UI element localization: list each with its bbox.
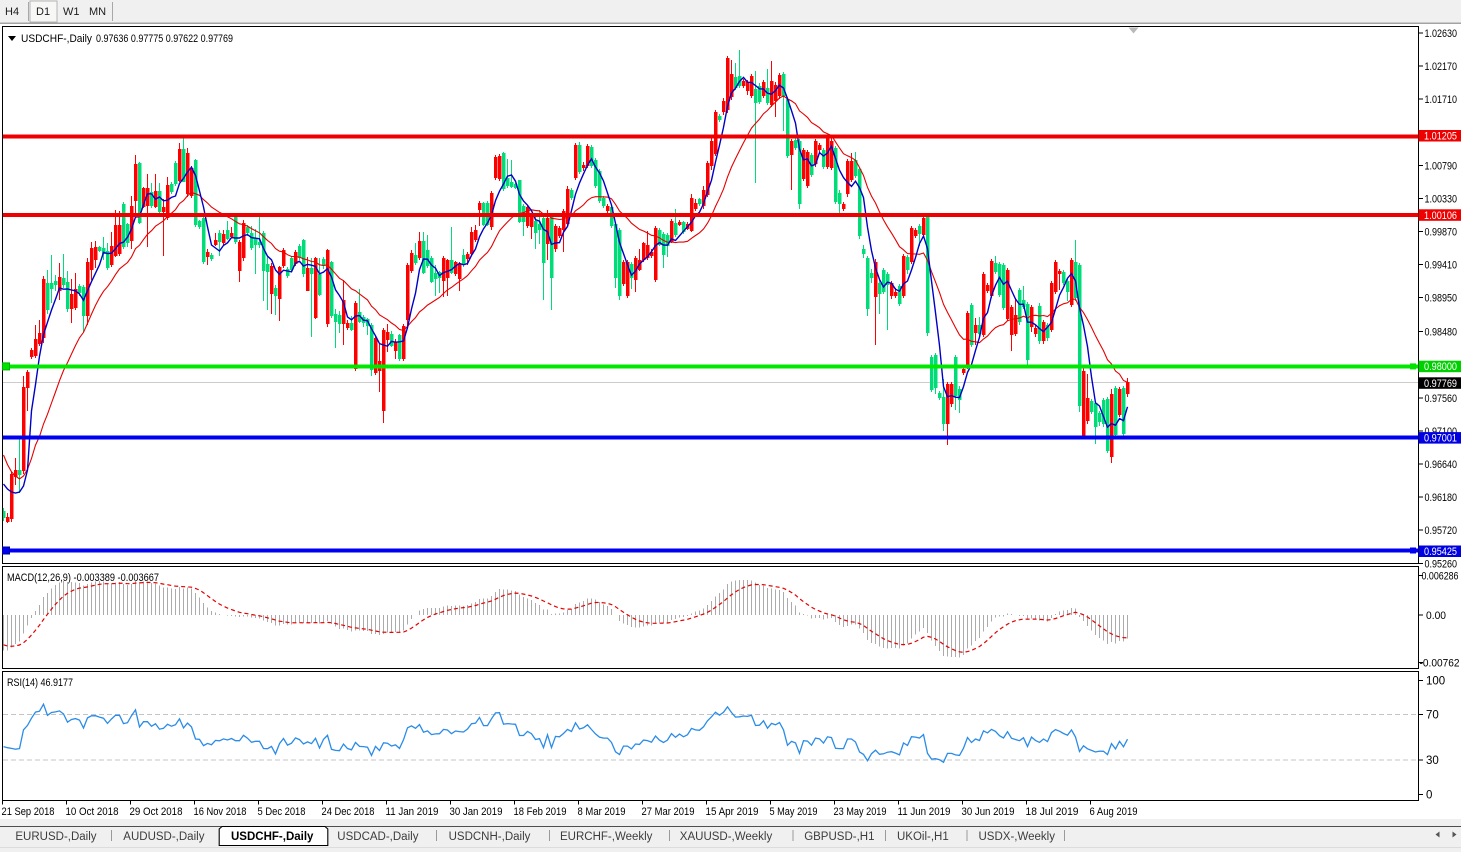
svg-text:8 Mar 2019: 8 Mar 2019 <box>578 806 626 818</box>
svg-text:USDCNH-,Daily: USDCNH-,Daily <box>449 831 531 843</box>
svg-text:W1: W1 <box>63 6 80 18</box>
svg-text:21 Sep 2018: 21 Sep 2018 <box>2 806 55 818</box>
svg-text:MACD(12,26,9) -0.003389 -0.003: MACD(12,26,9) -0.003389 -0.003667 <box>7 572 159 584</box>
svg-text:1.00790: 1.00790 <box>1425 160 1458 172</box>
svg-text:30: 30 <box>1426 755 1439 767</box>
svg-text:USDCHF-,Daily: USDCHF-,Daily <box>231 831 314 843</box>
svg-text:EURCHF-,Weekly: EURCHF-,Weekly <box>560 831 653 843</box>
svg-text:0.99410: 0.99410 <box>1425 260 1458 272</box>
svg-text:0.96640: 0.96640 <box>1425 459 1458 471</box>
svg-text:18 Jul 2019: 18 Jul 2019 <box>1026 806 1079 818</box>
svg-text:1.02170: 1.02170 <box>1425 61 1458 73</box>
svg-text:16 Nov 2018: 16 Nov 2018 <box>194 806 247 818</box>
svg-text:0.97001: 0.97001 <box>1424 433 1457 445</box>
svg-text:70: 70 <box>1426 710 1439 722</box>
svg-text:0.98000: 0.98000 <box>1424 361 1457 373</box>
svg-text:0.97769: 0.97769 <box>1424 378 1457 390</box>
svg-text:29 Oct 2018: 29 Oct 2018 <box>130 806 183 818</box>
svg-text:1.02630: 1.02630 <box>1425 28 1458 40</box>
svg-text:30 Jun 2019: 30 Jun 2019 <box>962 806 1015 818</box>
svg-text:0.95260: 0.95260 <box>1425 558 1458 570</box>
svg-text:MN: MN <box>89 6 106 18</box>
svg-text:USDCHF-,Daily: USDCHF-,Daily <box>21 33 92 45</box>
svg-text:1.00330: 1.00330 <box>1425 193 1458 205</box>
svg-text:0.99870: 0.99870 <box>1425 227 1458 239</box>
svg-text:0.98480: 0.98480 <box>1425 327 1458 339</box>
svg-text:100: 100 <box>1426 676 1445 688</box>
svg-text:1.00106: 1.00106 <box>1424 210 1457 222</box>
svg-text:USDX-,Weekly: USDX-,Weekly <box>979 831 1056 843</box>
svg-text:10 Oct 2018: 10 Oct 2018 <box>66 806 119 818</box>
svg-text:EURUSD-,Daily: EURUSD-,Daily <box>15 831 96 843</box>
svg-text:0.95425: 0.95425 <box>1424 546 1457 558</box>
svg-text:0.96180: 0.96180 <box>1425 492 1458 504</box>
svg-text:0.97636 0.97775 0.97622 0.9776: 0.97636 0.97775 0.97622 0.97769 <box>96 33 233 45</box>
svg-text:0: 0 <box>1426 789 1432 801</box>
svg-text:GBPUSD-,H1: GBPUSD-,H1 <box>804 831 874 843</box>
svg-text:18 Feb 2019: 18 Feb 2019 <box>514 806 567 818</box>
svg-text:27 Mar 2019: 27 Mar 2019 <box>642 806 695 818</box>
svg-text:11 Jan 2019: 11 Jan 2019 <box>386 806 439 818</box>
svg-text:UKOil-,H1: UKOil-,H1 <box>897 831 949 843</box>
svg-text:0.97560: 0.97560 <box>1425 393 1458 405</box>
svg-text:11 Jun 2019: 11 Jun 2019 <box>898 806 951 818</box>
svg-text:15 Apr 2019: 15 Apr 2019 <box>706 806 759 818</box>
svg-text:1.01205: 1.01205 <box>1424 131 1457 143</box>
svg-text:0.98950: 0.98950 <box>1425 293 1458 305</box>
svg-text:D1: D1 <box>36 6 50 18</box>
svg-text:30 Jan 2019: 30 Jan 2019 <box>450 806 503 818</box>
svg-text:1.01710: 1.01710 <box>1425 94 1458 106</box>
svg-text:0.00: 0.00 <box>1426 610 1446 622</box>
svg-text:24 Dec 2018: 24 Dec 2018 <box>322 806 375 818</box>
svg-text:6 Aug 2019: 6 Aug 2019 <box>1090 806 1138 818</box>
svg-text:H4: H4 <box>5 6 19 18</box>
svg-text:0.95720: 0.95720 <box>1425 525 1458 537</box>
svg-text:XAUUSD-,Weekly: XAUUSD-,Weekly <box>680 831 773 843</box>
svg-text:RSI(14) 46.9177: RSI(14) 46.9177 <box>7 677 73 689</box>
svg-text:AUDUSD-,Daily: AUDUSD-,Daily <box>123 831 204 843</box>
svg-text:5 May 2019: 5 May 2019 <box>770 806 818 818</box>
svg-text:-0.00762: -0.00762 <box>1420 658 1460 670</box>
svg-text:0.006286: 0.006286 <box>1422 571 1459 583</box>
svg-text:USDCAD-,Daily: USDCAD-,Daily <box>337 831 418 843</box>
svg-text:23 May 2019: 23 May 2019 <box>834 806 887 818</box>
svg-text:5 Dec 2018: 5 Dec 2018 <box>258 806 306 818</box>
